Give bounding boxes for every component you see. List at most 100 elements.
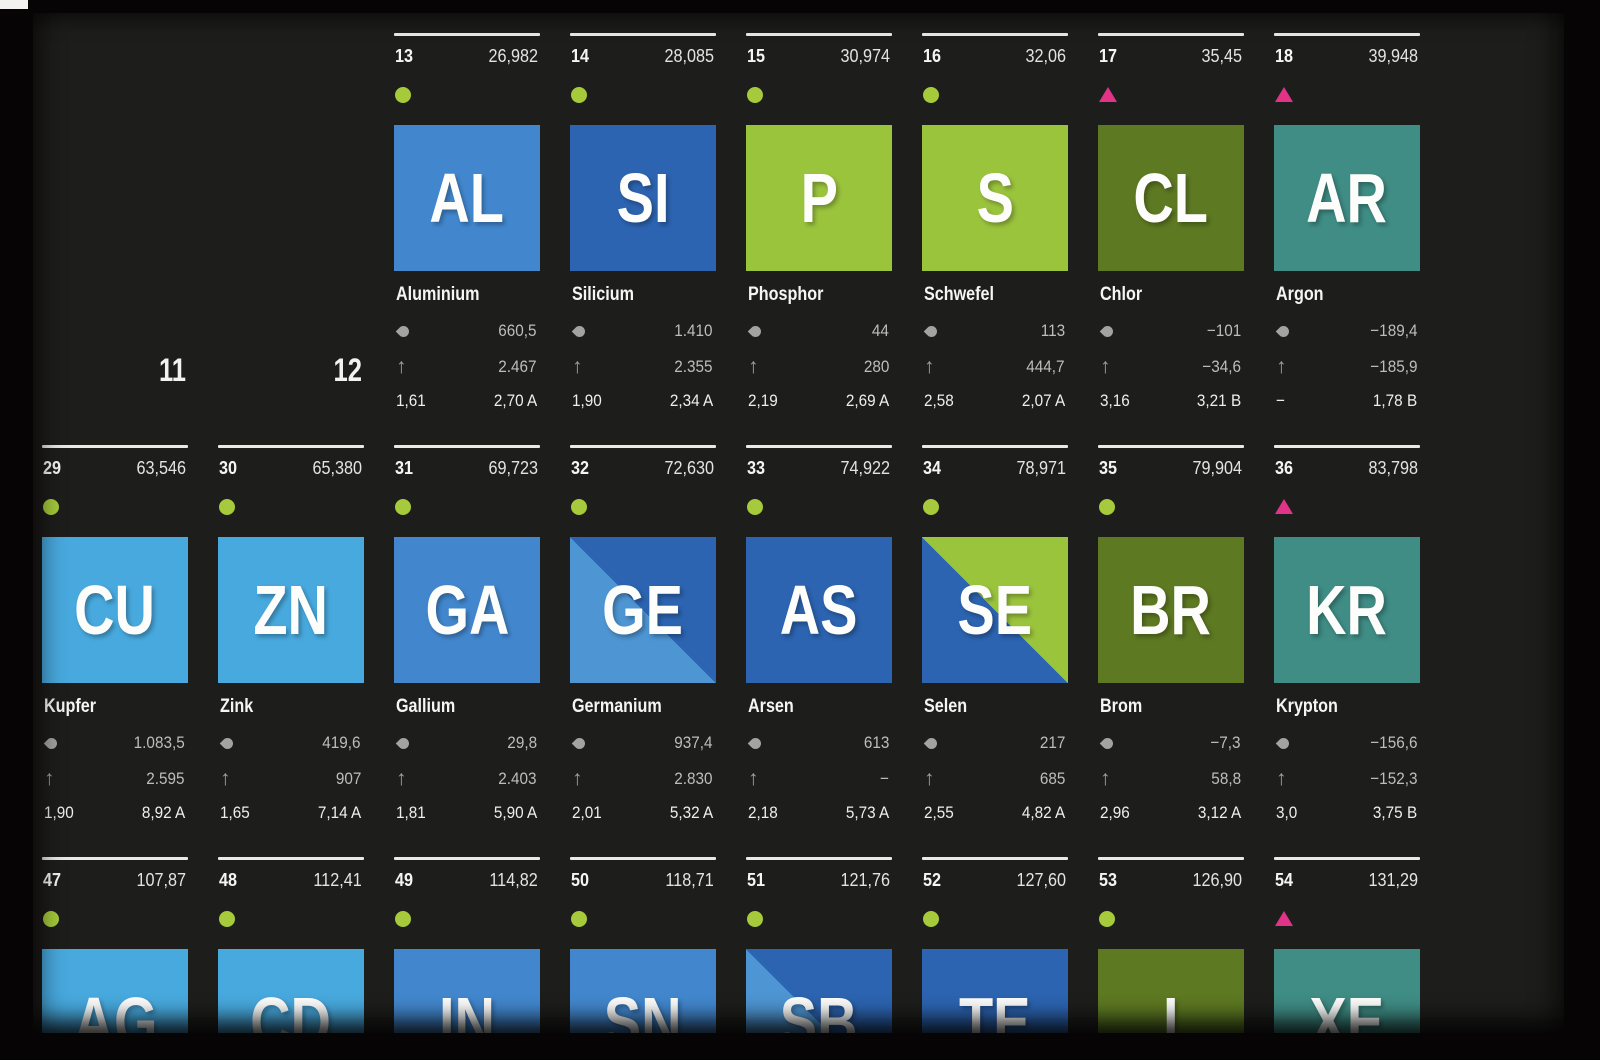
atomic-mass: 72,630: [664, 458, 714, 478]
element-tile: GE: [570, 537, 716, 683]
element-name: Arsen: [748, 696, 794, 717]
density-value: 4,82 A: [1021, 803, 1065, 822]
element-cell-ge[interactable]: 32 72,630 GE Germanium 937,4 ↑ 2.830 2,0…: [570, 445, 716, 857]
electronegativity-value: 1,61: [396, 391, 426, 410]
atomic-number: 18: [1275, 46, 1294, 66]
boiling-point-row: ↑ 2.467: [396, 355, 537, 379]
density-value: 7,14 A: [317, 803, 361, 822]
density-value: 5,90 A: [493, 803, 537, 822]
element-tile: AS: [746, 537, 892, 683]
solid-state-dot-icon: [923, 87, 939, 103]
gas-state-triangle-icon: [1275, 499, 1293, 514]
melting-point-value: 660,5: [498, 321, 537, 340]
element-name: Gallium: [396, 696, 456, 717]
cell-top-divider: [218, 857, 364, 860]
element-cell-br[interactable]: 35 79,904 BR Brom −7,3 ↑ 58,8 2,96 3,12 …: [1098, 445, 1244, 857]
element-cell-xe[interactable]: 54 131,29 XE ↑: [1274, 857, 1420, 1033]
element-tile: TE: [922, 949, 1068, 1033]
element-cell-te[interactable]: 52 127,60 TE ↑: [922, 857, 1068, 1033]
element-symbol: SE: [957, 571, 1033, 649]
droplet-icon: [395, 735, 412, 752]
element-cell-p[interactable]: 15 30,974 P Phosphor 44 ↑ 280 2,19 2,69 …: [746, 33, 892, 445]
element-cell-sb[interactable]: 51 121,76 SB ↑: [746, 857, 892, 1033]
atomic-mass: 121,76: [840, 870, 890, 890]
boiling-point-row: ↑ 2.355: [572, 355, 713, 379]
element-cell-i[interactable]: 53 126,90 I ↑: [1098, 857, 1244, 1033]
electronegativity-density-row: 1,81 5,90 A: [396, 801, 537, 825]
element-name: Silicium: [572, 284, 634, 305]
atomic-number: 53: [1099, 870, 1118, 890]
atomic-number: 14: [571, 46, 590, 66]
element-symbol: AL: [429, 159, 505, 237]
melting-point-row: −101: [1099, 319, 1241, 343]
solid-state-dot-icon: [43, 499, 59, 515]
droplet-icon: [395, 323, 412, 340]
element-cell-sn[interactable]: 50 118,71 SN ↑: [570, 857, 716, 1033]
element-cell-cu[interactable]: 29 63,546 CU Kupfer 1.083,5 ↑ 2.595 1,90…: [42, 445, 188, 857]
cell-header: 13 26,982: [395, 46, 538, 66]
atomic-number: 52: [923, 870, 942, 890]
melting-point-value: 937,4: [674, 733, 713, 752]
group-header-11: 11: [158, 352, 186, 388]
atomic-mass: 112,41: [313, 870, 362, 890]
atomic-number: 49: [395, 870, 414, 890]
element-symbol: TE: [959, 983, 1031, 1033]
element-cell-al[interactable]: 13 26,982 AL Aluminium 660,5 ↑ 2.467 1,6…: [394, 33, 540, 445]
atomic-mass: 65,380: [312, 458, 362, 478]
cell-header: 15 30,974: [747, 46, 890, 66]
element-cell-ga[interactable]: 31 69,723 GA Gallium 29,8 ↑ 2.403 1,81 5…: [394, 445, 540, 857]
element-cell-zn[interactable]: 30 65,380 ZN Zink 419,6 ↑ 907 1,65 7,14 …: [218, 445, 364, 857]
element-tile: I: [1098, 949, 1244, 1033]
element-name: Argon: [1276, 284, 1324, 305]
cell-header: 50 118,71: [571, 870, 714, 890]
atomic-number: 50: [571, 870, 590, 890]
element-cell-ar[interactable]: 18 39,948 AR Argon −189,4 ↑ −185,9 − 1,7…: [1274, 33, 1420, 445]
density-value: 2,70 A: [493, 391, 537, 410]
electronegativity-value: 2,96: [1100, 803, 1130, 822]
solid-state-dot-icon: [747, 87, 763, 103]
element-cell-cl[interactable]: 17 35,45 CL Chlor −101 ↑ −34,6 3,16 3,21…: [1098, 33, 1244, 445]
melting-point-row: 937,4: [571, 731, 713, 755]
element-cell-cd[interactable]: 48 112,41 CD ↑: [218, 857, 364, 1033]
up-arrow-icon: ↑: [748, 767, 759, 790]
atomic-mass: 127,60: [1016, 870, 1066, 890]
melting-point-value: 1.083,5: [133, 733, 185, 752]
atomic-number: 33: [747, 458, 766, 478]
element-cell-s[interactable]: 16 32,06 S Schwefel 113 ↑ 444,7 2,58 2,0…: [922, 33, 1068, 445]
up-arrow-icon: ↑: [1100, 767, 1111, 790]
gas-state-triangle-icon: [1275, 911, 1293, 926]
element-tile: KR: [1274, 537, 1420, 683]
element-cell-as[interactable]: 33 74,922 AS Arsen 613 ↑ − 2,18 5,73 A: [746, 445, 892, 857]
element-cell-ag[interactable]: 47 107,87 AG ↑: [42, 857, 188, 1033]
cell-top-divider: [394, 857, 540, 860]
density-value: 3,21 B: [1196, 391, 1241, 410]
cell-header: 53 126,90: [1099, 870, 1242, 890]
boiling-point-row: ↑ 685: [924, 767, 1065, 791]
electronegativity-density-row: 1,90 2,34 A: [572, 389, 713, 413]
density-value: 5,73 A: [845, 803, 889, 822]
element-name: Chlor: [1100, 284, 1143, 305]
element-tile: CL: [1098, 125, 1244, 271]
up-arrow-icon: ↑: [220, 767, 231, 790]
droplet-icon: [43, 735, 60, 752]
electronegativity-value: 2,55: [924, 803, 954, 822]
element-cell-kr[interactable]: 36 83,798 KR Krypton −156,6 ↑ −152,3 3,0…: [1274, 445, 1420, 857]
element-tile: SI: [570, 125, 716, 271]
element-symbol: AS: [780, 571, 858, 649]
up-arrow-icon: ↑: [924, 355, 935, 378]
droplet-icon: [219, 735, 236, 752]
element-cell-se[interactable]: 34 78,971 SE Selen 217 ↑ 685 2,55 4,82 A: [922, 445, 1068, 857]
melting-point-value: −101: [1206, 321, 1241, 340]
cell-header: 48 112,41: [219, 870, 362, 890]
element-symbol: S: [976, 159, 1014, 237]
boiling-point-row: ↑ −: [748, 767, 889, 791]
atomic-number: 13: [395, 46, 414, 66]
solid-state-dot-icon: [571, 911, 587, 927]
gas-state-triangle-icon: [1275, 87, 1293, 102]
element-cell-in[interactable]: 49 114,82 IN ↑: [394, 857, 540, 1033]
droplet-icon: [1099, 735, 1116, 752]
cell-header: 31 69,723: [395, 458, 538, 478]
element-cell-si[interactable]: 14 28,085 SI Silicium 1.410 ↑ 2.355 1,90…: [570, 33, 716, 445]
electronegativity-density-row: − 1,78 B: [1276, 389, 1417, 413]
element-name: Krypton: [1276, 696, 1338, 717]
